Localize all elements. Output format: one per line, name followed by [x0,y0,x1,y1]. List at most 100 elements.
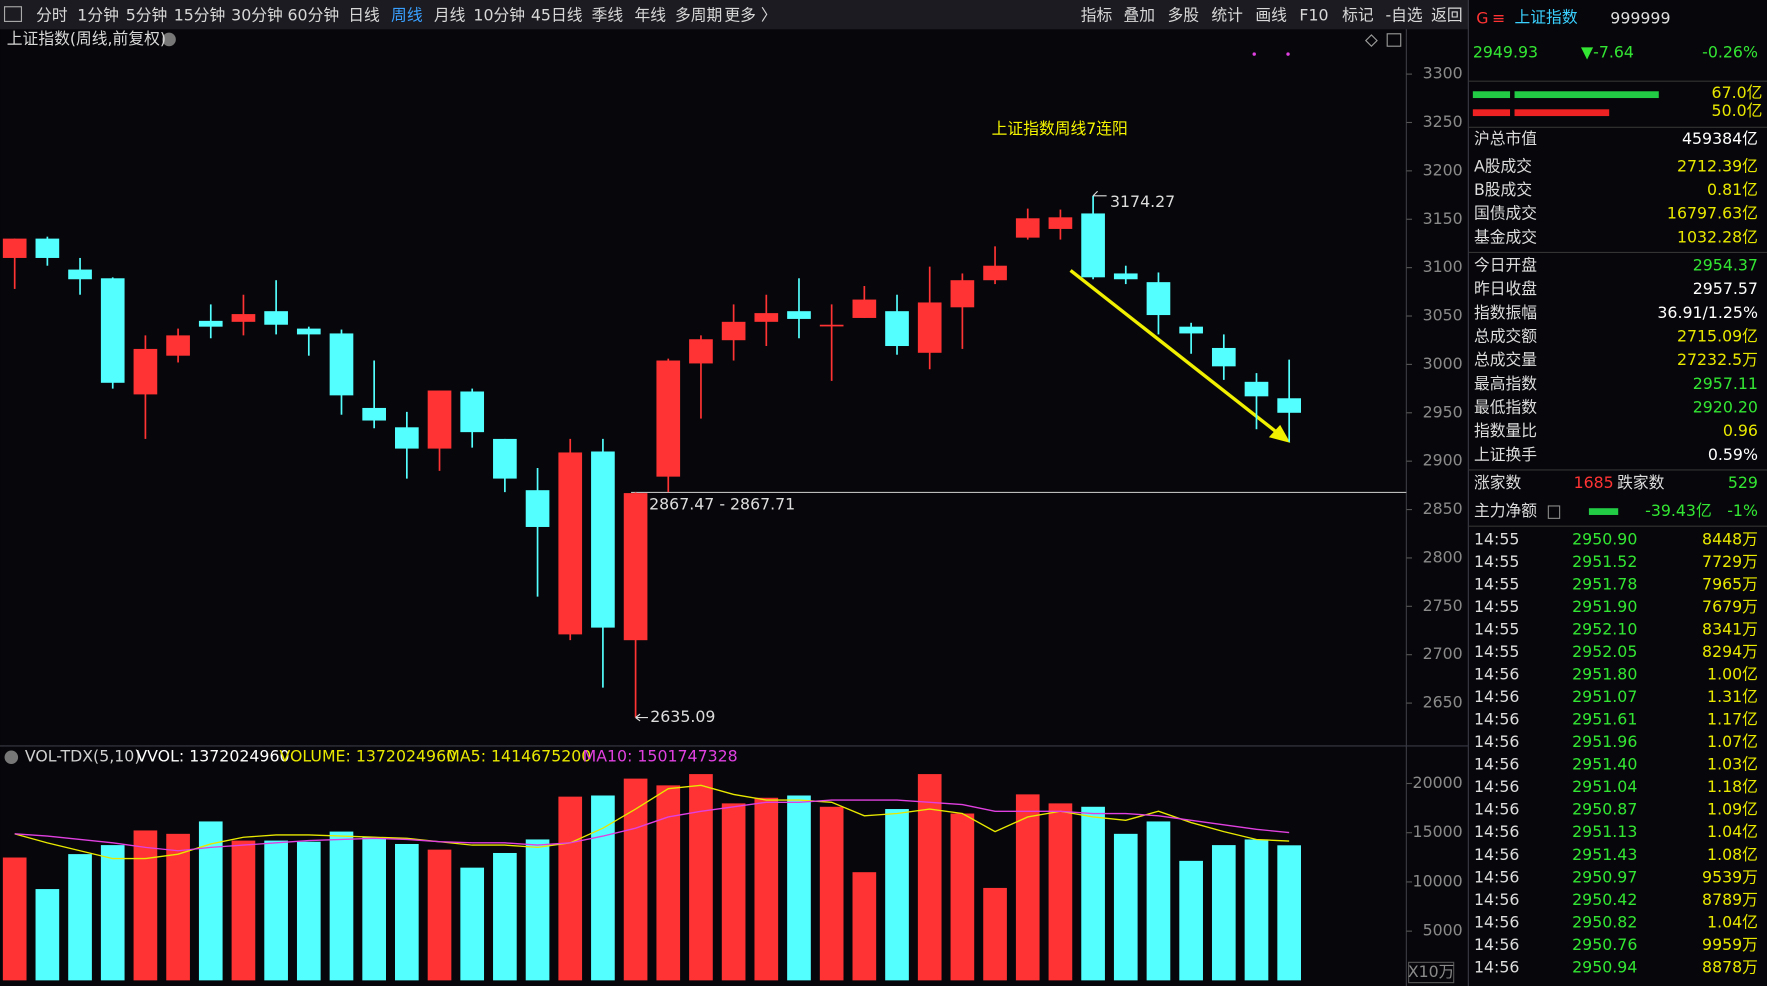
toolbar-item[interactable]: 标记 [1342,5,1374,24]
toolbar-item[interactable]: 多周期 [675,5,722,24]
tick-volume: 1.18亿 [1707,777,1758,796]
panel-pct: -0.26% [1702,42,1758,61]
panel-code: 999999 [1610,9,1670,28]
panel-flag: G [1476,9,1488,28]
toolbar-item[interactable]: 季线 [592,5,624,24]
toolbar-item[interactable]: 年线 [634,5,666,24]
volume-bar [1146,821,1171,981]
tick-price: 2951.80 [1572,664,1637,683]
toolbar-item[interactable]: 统计 [1211,5,1243,24]
toolbar-item[interactable]: 分时 [36,5,68,24]
volume-bar [754,797,779,981]
tick-time: 14:56 [1474,777,1519,796]
panel-price: 2949.93 [1473,42,1538,61]
tick-price: 2950.97 [1572,867,1637,886]
y-tick-label: 3250 [1423,112,1463,131]
toolbar-item[interactable]: 指标 [1081,5,1113,24]
sell-bar [1514,109,1610,117]
toolbar-item[interactable]: 返回 [1431,5,1463,24]
tick-time: 14:56 [1474,957,1519,976]
info-label: 上证换手 [1474,445,1537,464]
info-label: 指数量比 [1474,421,1537,440]
volume-bar [656,785,681,981]
title-toggle[interactable] [162,32,176,47]
candle-body [591,451,615,628]
volume-bar [166,833,190,981]
toolbar-item[interactable]: 60分钟 [288,5,340,24]
toolbar-item[interactable]: 5分钟 [126,5,168,24]
volume-bar [362,837,386,981]
window-icon[interactable] [1386,33,1402,47]
candle-body [983,265,1007,281]
info-label: 国债成交 [1474,204,1537,223]
y-tick-label: 2650 [1423,693,1463,712]
vol-header: MA10: 1501747328 [583,747,738,766]
volume-bar [1081,806,1105,981]
tick-volume: 8878万 [1702,957,1758,976]
tick-volume: 9959万 [1702,935,1758,954]
tick-time: 14:55 [1474,597,1519,616]
tick-time: 14:55 [1474,529,1519,548]
toolbar-item[interactable]: 更多 〉 [724,5,776,24]
toolbar-item[interactable]: 45日线 [531,5,583,24]
toolbar-item[interactable]: 日线 [348,5,380,24]
info-value: 2920.20 [1693,397,1758,416]
draw-icon[interactable] [1364,34,1378,47]
candle-body [362,407,386,421]
volume-bar [1277,845,1302,981]
toolbar-item[interactable]: 15分钟 [174,5,226,24]
y-tick-label: 3150 [1423,209,1463,228]
volume-bar [296,841,321,981]
toolbar-item[interactable]: 10分钟 [473,5,525,24]
vol-toggle[interactable] [4,750,19,765]
toolbar-item[interactable]: 周线 [391,5,423,24]
candle-body [1015,218,1040,238]
tick-price: 2951.40 [1572,755,1637,774]
ma-line [14,784,1290,860]
info-label: 沪总市值 [1474,129,1537,148]
candle-body [885,311,909,347]
toolbar-item[interactable]: 1分钟 [77,5,119,24]
toolbar-item[interactable]: -自选 [1385,5,1422,24]
info-value: 2715.09亿 [1677,326,1758,345]
info-label: 指数振幅 [1474,303,1537,322]
flow-bar [1588,508,1619,515]
candle-body [819,324,844,327]
y-tick-label: 3100 [1423,257,1463,276]
tick-price: 2951.52 [1572,552,1637,571]
toolbar-item[interactable]: 月线 [434,5,466,24]
info-label: 今日开盘 [1474,255,1537,274]
toolbar-item[interactable]: 画线 [1255,5,1287,24]
info-value: 2957.11 [1693,374,1758,393]
tick-volume: 8294万 [1702,642,1758,661]
flow-icon[interactable] [1547,505,1561,519]
toolbar-item[interactable]: 多股 [1167,5,1199,24]
tick-price: 2951.07 [1572,687,1637,706]
tick-time: 14:56 [1474,822,1519,841]
candle-body [2,238,27,258]
toolbar-icon[interactable] [3,6,23,22]
candle-body [198,320,223,327]
candle-body [296,328,321,335]
volume-bar [983,887,1007,981]
volume-bar [1244,839,1269,981]
volume-bar [787,795,811,981]
candle-body [525,490,550,527]
y-tick-label: 2750 [1423,596,1463,615]
toolbar-item[interactable]: F10 [1299,5,1328,24]
adv-label: 涨家数 [1474,473,1522,492]
candle-body [558,452,583,635]
toolbar-item[interactable]: 30分钟 [231,5,283,24]
low-label: 2635.09 [650,707,715,726]
toolbar-item[interactable]: 叠加 [1124,5,1156,24]
volume-bar [917,774,942,981]
tick-time: 14:56 [1474,732,1519,751]
sell-label: 50.0亿 [1712,101,1763,120]
candle-body [656,360,681,477]
y-tick-label: 20000 [1413,773,1463,792]
candle-body [1179,326,1203,334]
y-tick-label: 15000 [1413,822,1463,841]
volume-bar [950,813,975,981]
high-marker [1092,190,1107,197]
